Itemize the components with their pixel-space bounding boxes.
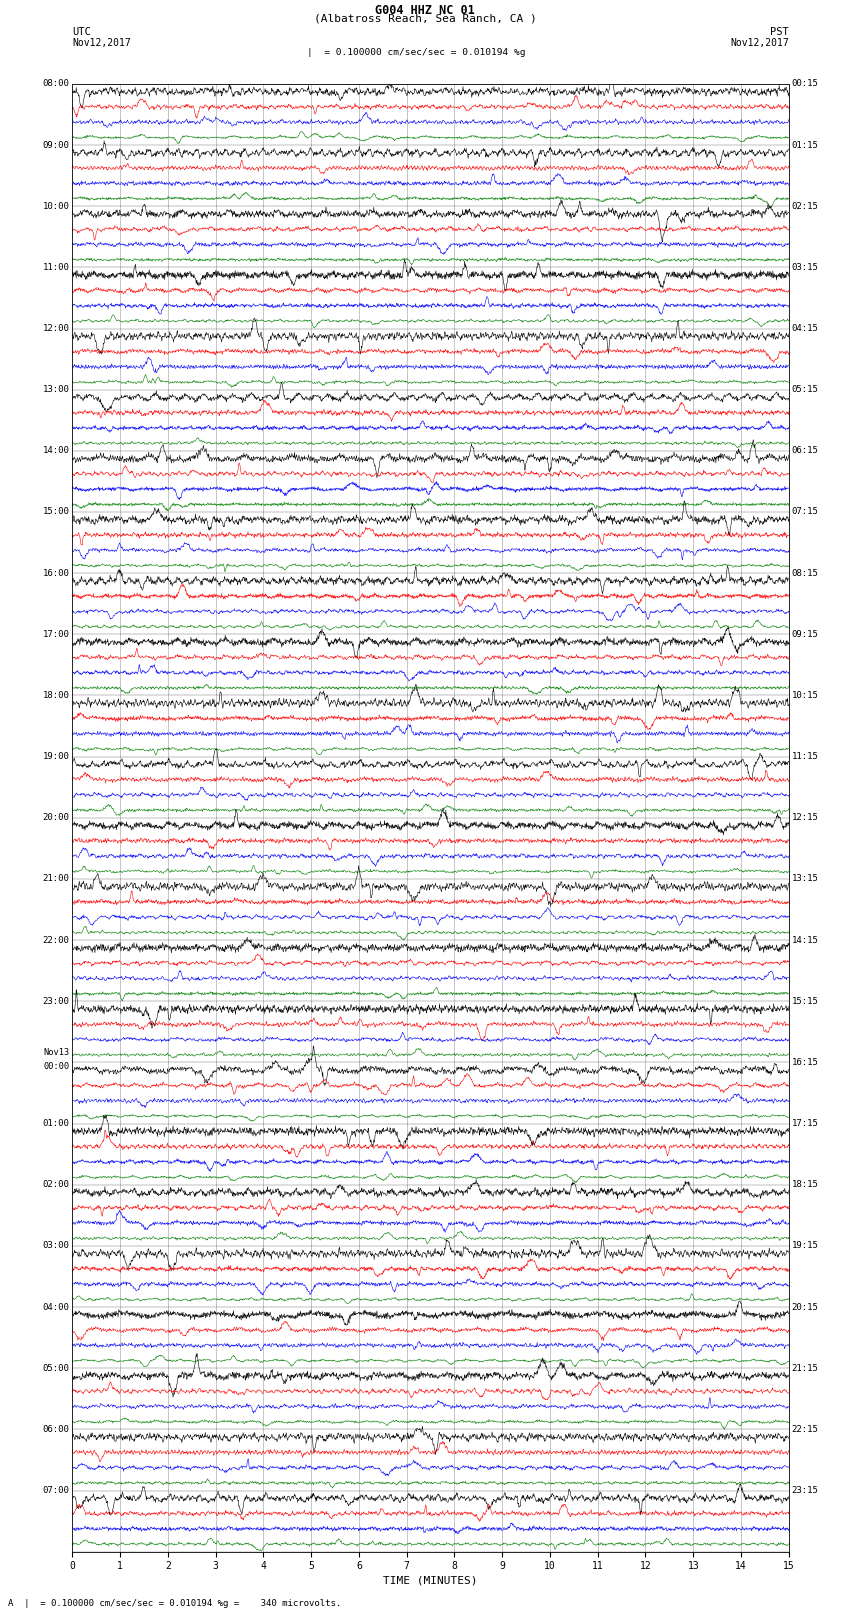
Text: 21:15: 21:15 [791,1363,819,1373]
Text: 13:15: 13:15 [791,874,819,884]
Text: 18:00: 18:00 [42,690,70,700]
Text: 13:00: 13:00 [42,386,70,394]
Text: 22:15: 22:15 [791,1424,819,1434]
Text: 01:15: 01:15 [791,140,819,150]
Text: 09:15: 09:15 [791,629,819,639]
Text: 07:00: 07:00 [42,1486,70,1495]
Text: 04:15: 04:15 [791,324,819,332]
Text: 14:00: 14:00 [42,447,70,455]
Text: 16:00: 16:00 [42,569,70,577]
Text: 04:00: 04:00 [42,1303,70,1311]
Text: 19:00: 19:00 [42,752,70,761]
Text: PST: PST [770,27,789,37]
Text: 16:15: 16:15 [791,1058,819,1066]
Text: 20:00: 20:00 [42,813,70,823]
Text: 11:15: 11:15 [791,752,819,761]
Text: 03:15: 03:15 [791,263,819,273]
Text: 02:00: 02:00 [42,1181,70,1189]
Text: UTC: UTC [72,27,91,37]
Text: 00:15: 00:15 [791,79,819,89]
Text: 11:00: 11:00 [42,263,70,273]
Text: 23:00: 23:00 [42,997,70,1007]
Text: 00:00: 00:00 [43,1063,70,1071]
Text: A  |  = 0.100000 cm/sec/sec = 0.010194 %g =    340 microvolts.: A | = 0.100000 cm/sec/sec = 0.010194 %g … [8,1598,342,1608]
Text: 02:15: 02:15 [791,202,819,211]
Text: 09:00: 09:00 [42,140,70,150]
Text: Nov13: Nov13 [43,1047,70,1057]
Text: 12:15: 12:15 [791,813,819,823]
Text: 03:00: 03:00 [42,1242,70,1250]
Text: 15:15: 15:15 [791,997,819,1007]
Text: 17:15: 17:15 [791,1119,819,1127]
X-axis label: TIME (MINUTES): TIME (MINUTES) [383,1576,478,1586]
Text: 10:15: 10:15 [791,690,819,700]
Text: G004 HHZ NC 01: G004 HHZ NC 01 [375,5,475,18]
Text: 23:15: 23:15 [791,1486,819,1495]
Text: 15:00: 15:00 [42,508,70,516]
Text: 08:00: 08:00 [42,79,70,89]
Text: 12:00: 12:00 [42,324,70,332]
Text: 17:00: 17:00 [42,629,70,639]
Text: 19:15: 19:15 [791,1242,819,1250]
Text: 06:15: 06:15 [791,447,819,455]
Text: |  = 0.100000 cm/sec/sec = 0.010194 %g: | = 0.100000 cm/sec/sec = 0.010194 %g [307,48,526,58]
Text: 22:00: 22:00 [42,936,70,945]
Text: 01:00: 01:00 [42,1119,70,1127]
Text: 21:00: 21:00 [42,874,70,884]
Text: 06:00: 06:00 [42,1424,70,1434]
Text: Nov12,2017: Nov12,2017 [730,37,789,48]
Text: 05:15: 05:15 [791,386,819,394]
Text: 08:15: 08:15 [791,569,819,577]
Text: (Albatross Reach, Sea Ranch, CA ): (Albatross Reach, Sea Ranch, CA ) [314,13,536,24]
Text: 14:15: 14:15 [791,936,819,945]
Text: 05:00: 05:00 [42,1363,70,1373]
Text: 20:15: 20:15 [791,1303,819,1311]
Text: 07:15: 07:15 [791,508,819,516]
Text: Nov12,2017: Nov12,2017 [72,37,131,48]
Text: 18:15: 18:15 [791,1181,819,1189]
Text: 10:00: 10:00 [42,202,70,211]
